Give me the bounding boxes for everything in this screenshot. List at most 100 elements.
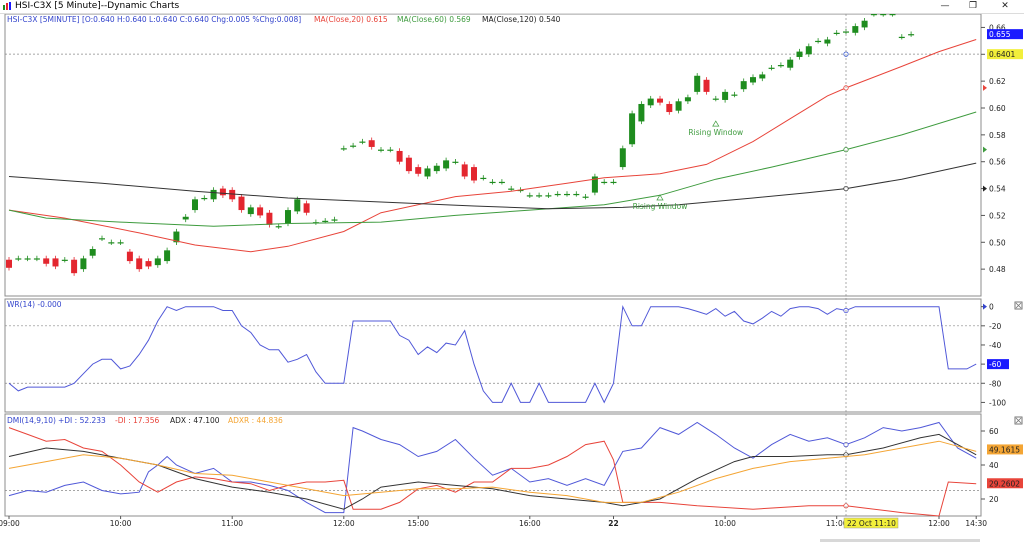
last-price-tag <box>987 29 1023 40</box>
candle-body <box>452 161 459 163</box>
price-ytick-label: 0.58 <box>989 131 1006 140</box>
candle-body <box>154 258 161 266</box>
price-panel-frame <box>4 14 982 297</box>
price-header-ma120: MA(Close,120) 0.540 <box>482 15 561 24</box>
candle-body <box>238 196 245 211</box>
candle-body <box>6 259 12 268</box>
candle-body <box>684 97 691 102</box>
candle-body <box>33 258 40 260</box>
horizontal-scrollbar[interactable] <box>820 539 980 542</box>
candle-body <box>396 150 403 162</box>
x-tick-label: 14:30 <box>965 519 987 528</box>
candle-body <box>164 250 171 262</box>
candle-body <box>257 207 264 216</box>
candle-body <box>564 193 570 196</box>
candle-body <box>880 14 887 16</box>
candle-body <box>815 40 822 43</box>
wr-ytick-label: -100 <box>989 398 1006 407</box>
candle-body <box>415 167 422 174</box>
candle-body <box>210 189 217 200</box>
dmi-header-adx: ADX : 47.100 <box>170 416 220 425</box>
dmi-adxr-line <box>8 440 977 503</box>
x-tick-label: 15:00 <box>407 519 429 528</box>
candle-body <box>480 177 487 180</box>
dmi-close-icon[interactable] <box>1014 416 1023 425</box>
price-header-ma20: MA(Close,20) 0.615 <box>314 15 388 24</box>
ma20-line <box>8 39 977 253</box>
wr-close-icon[interactable] <box>1014 301 1023 310</box>
candle-body <box>796 51 803 57</box>
dmi-ytick-label: 60 <box>989 427 999 436</box>
candle-body <box>303 203 310 213</box>
candle-body <box>740 81 747 90</box>
price-header-instrument: HSI-C3X [5MINUTE] [O:0.640 H:0.640 L:0.6… <box>7 15 301 24</box>
dmi-ytick-label: 40 <box>989 461 999 470</box>
candle-body <box>52 258 59 267</box>
candle-body <box>61 259 68 261</box>
dmi-value-label: 29.2602 <box>989 479 1020 488</box>
ma120-line <box>8 162 977 210</box>
wr-ytick-label: -40 <box>989 341 1001 350</box>
candle-body <box>722 91 729 100</box>
price-ytick-label: 0.54 <box>989 185 1006 194</box>
minimize-button[interactable]: — <box>940 1 950 11</box>
candle-body <box>173 231 180 243</box>
rising-window-label: Rising Window <box>633 202 688 211</box>
ma60-line <box>8 111 977 227</box>
candle-body <box>340 148 347 150</box>
candle-body <box>777 65 784 67</box>
candle-body <box>368 140 375 147</box>
candle-body <box>294 199 301 212</box>
candle-body <box>675 101 682 111</box>
candle-body <box>731 94 738 96</box>
x-tick-label: 11:00 <box>826 519 848 528</box>
wr-line <box>8 304 977 404</box>
price-ytick-label: 0.62 <box>989 77 1006 86</box>
candle-body <box>591 176 598 193</box>
restore-button[interactable]: ❐ <box>968 1 978 11</box>
dmi-plus_di-line <box>8 421 977 514</box>
x-tick-label: 12:00 <box>333 519 355 528</box>
candle-body <box>517 189 524 192</box>
ma-right-marker <box>983 84 987 91</box>
candle-body <box>712 98 719 100</box>
price-ytick-label: 0.56 <box>989 158 1006 167</box>
rising-window-marker <box>712 120 720 127</box>
close-button[interactable]: ✕ <box>1001 1 1009 11</box>
candle-body <box>852 26 859 33</box>
candle-body <box>610 181 617 184</box>
candle-body <box>545 195 552 197</box>
candle-body <box>192 199 198 211</box>
candle-body <box>322 220 329 222</box>
rising-window-label: Rising Window <box>688 128 743 137</box>
candle-body <box>787 59 794 68</box>
candle-body <box>80 258 87 270</box>
title-bar: HSI-C3X [5 Minute]--Dynamic Charts — ❐ ✕ <box>0 0 1024 14</box>
candle-body <box>201 197 208 200</box>
candle-body <box>619 148 626 168</box>
cursor-price-tag <box>987 49 1023 60</box>
candle-body <box>15 258 22 260</box>
candle-body <box>443 160 450 169</box>
candle-body <box>108 242 115 244</box>
dmi-header-plus-di: +DI : 52.233 <box>58 416 106 425</box>
candle-body <box>461 164 468 177</box>
candle-body <box>508 188 515 190</box>
ma-right-marker <box>983 185 987 192</box>
candle-body <box>870 14 877 16</box>
dmi-panel-frame <box>4 413 982 517</box>
candle-body <box>824 39 831 44</box>
chart-canvas[interactable]: 0.480.500.520.540.560.580.600.620.640.66… <box>0 14 1024 542</box>
price-ytick-label: 0.52 <box>989 211 1006 220</box>
ma-right-marker <box>983 146 987 153</box>
candle-body <box>629 113 636 145</box>
candle-body <box>387 149 394 151</box>
app-icon <box>3 2 12 10</box>
candle-body <box>471 167 477 181</box>
candle-body <box>489 181 496 184</box>
price-header-ma60: MA(Close,60) 0.569 <box>397 15 471 24</box>
candle-body <box>359 141 366 143</box>
candle-body <box>759 74 766 79</box>
candle-body <box>805 46 812 55</box>
candle-body <box>136 258 143 270</box>
